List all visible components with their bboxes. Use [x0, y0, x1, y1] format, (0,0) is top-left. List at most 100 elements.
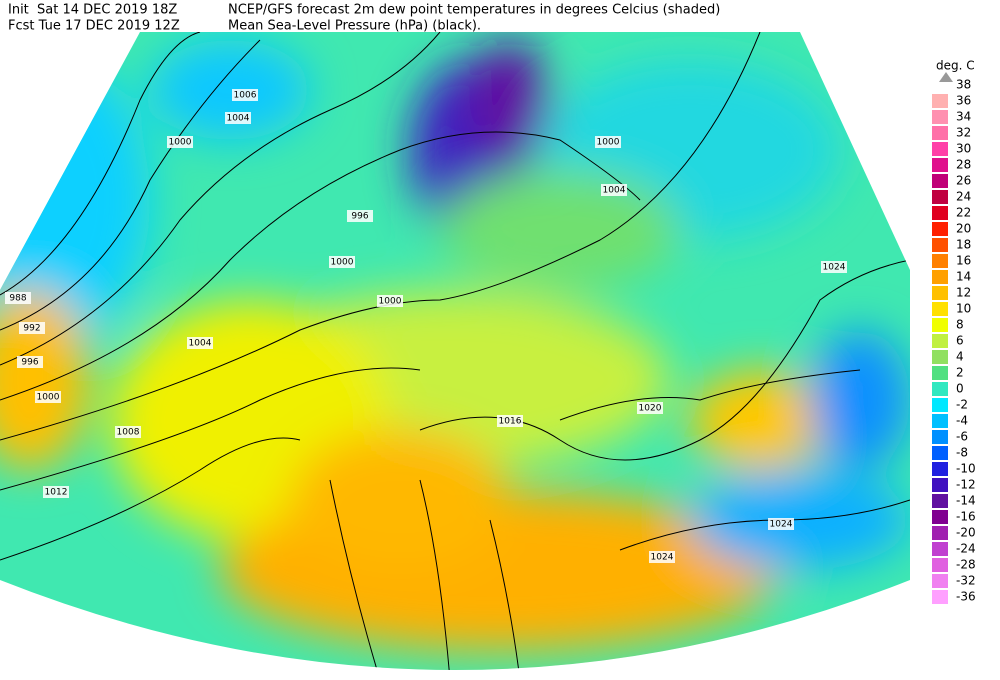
legend-label: -2 [956, 398, 968, 412]
isobar-label-bg [497, 415, 523, 427]
isobar-label: 988 [9, 294, 26, 304]
isobar-label: 1004 [189, 339, 212, 349]
legend-label: 0 [956, 382, 964, 396]
legend-swatch [932, 398, 948, 412]
isobar-label: 1000 [379, 297, 402, 307]
legend-swatch [932, 126, 948, 140]
legend-label: -28 [956, 558, 976, 572]
legend-swatch [932, 462, 948, 476]
isobar-label-bg [5, 292, 31, 304]
dew-point-field [0, 32, 910, 670]
forecast-time: Fcst Tue 17 DEC 2019 12Z [8, 19, 180, 34]
legend-label: -36 [956, 590, 976, 604]
legend-label: 14 [956, 270, 971, 284]
legend-label: 38 [956, 78, 971, 92]
legend-swatch [932, 222, 948, 236]
isobar-label: 1008 [117, 428, 140, 438]
legend-label: 18 [956, 238, 971, 252]
legend-swatch [932, 574, 948, 588]
isobar-label-bg [601, 184, 627, 196]
legend-label: 8 [956, 318, 964, 332]
legend-label: 4 [956, 350, 964, 364]
legend-label: -8 [956, 446, 968, 460]
legend-swatch [932, 590, 948, 604]
legend-label: 28 [956, 158, 971, 172]
legend-swatch [932, 446, 948, 460]
map-subtitle: Mean Sea-Level Pressure (hPa) (black). [228, 19, 481, 34]
isobar-label: 1024 [770, 520, 793, 530]
legend-label: -10 [956, 462, 976, 476]
legend-swatch [932, 254, 948, 268]
isobar-label: 1012 [45, 488, 68, 498]
isobar-label-bg [225, 112, 251, 124]
legend-label: 22 [956, 206, 971, 220]
isobar-label: 996 [21, 358, 38, 368]
isobar-label-bg [232, 89, 258, 101]
isobar-label: 1004 [603, 186, 626, 196]
legend-swatch [932, 510, 948, 524]
isobar-label-bg [167, 136, 193, 148]
legend-label: 36 [956, 94, 971, 108]
legend-swatch [932, 94, 948, 108]
isobar-label: 992 [23, 324, 40, 334]
legend-label: 16 [956, 254, 971, 268]
legend-label: -12 [956, 478, 976, 492]
isobar-label: 1024 [651, 553, 674, 563]
legend-label: 10 [956, 302, 971, 316]
legend-label: -24 [956, 542, 976, 556]
legend-swatch [932, 174, 948, 188]
legend-swatch [932, 110, 948, 124]
legend-swatch [932, 270, 948, 284]
legend-label: 20 [956, 222, 971, 236]
isobar-label: 1000 [169, 138, 192, 148]
legend-swatch [932, 526, 948, 540]
isobar-label: 1000 [597, 138, 620, 148]
legend-label: 26 [956, 174, 971, 188]
init-time: Init Sat 14 DEC 2019 18Z [8, 3, 177, 18]
isobar-label-bg [768, 518, 794, 530]
isobar-label: 1020 [639, 404, 662, 414]
isobar-label-bg [347, 210, 373, 222]
legend-label: -4 [956, 414, 968, 428]
legend-swatch [932, 302, 948, 316]
legend-swatch [932, 494, 948, 508]
legend-swatch [932, 382, 948, 396]
legend-label: 6 [956, 334, 964, 348]
isobar-label: 1000 [37, 393, 60, 403]
isobar-label: 1000 [331, 258, 354, 268]
legend-swatch [932, 430, 948, 444]
isobar-label: 1006 [234, 91, 257, 101]
header: Init Sat 14 DEC 2019 18Z Fcst Tue 17 DEC… [8, 3, 720, 34]
isobar-label-bg [377, 295, 403, 307]
isobar-label: 996 [351, 212, 368, 222]
isobar-label-bg [187, 337, 213, 349]
legend-swatch [932, 238, 948, 252]
legend-label: 2 [956, 366, 964, 380]
legend-swatch [932, 558, 948, 572]
legend-swatch [932, 366, 948, 380]
isobar-label-bg [115, 426, 141, 438]
isobar-label-bg [649, 551, 675, 563]
legend-swatch [932, 478, 948, 492]
isobar-label-bg [35, 391, 61, 403]
legend-label: -32 [956, 574, 976, 588]
isobar-label-bg [17, 356, 43, 368]
legend-label: -20 [956, 526, 976, 540]
isobar-label-bg [329, 256, 355, 268]
isobar-label: 1016 [499, 417, 522, 427]
isobar-label: 1004 [227, 114, 250, 124]
legend-swatch [932, 334, 948, 348]
legend-label: 24 [956, 190, 971, 204]
legend-swatch [932, 350, 948, 364]
legend-swatch [932, 158, 948, 172]
isobar-label-bg [43, 486, 69, 498]
legend-label: 30 [956, 142, 971, 156]
isobar-label-bg [19, 322, 45, 334]
legend-swatch [932, 286, 948, 300]
legend-label: -6 [956, 430, 968, 444]
legend-label: -16 [956, 510, 976, 524]
legend-title: deg. C [936, 59, 975, 73]
legend-swatch [932, 542, 948, 556]
map-title: NCEP/GFS forecast 2m dew point temperatu… [228, 3, 720, 18]
